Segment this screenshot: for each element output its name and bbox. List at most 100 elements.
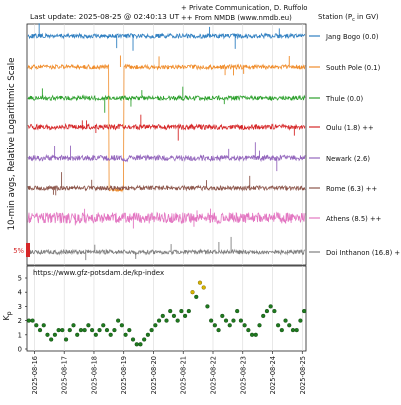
neutron-panel-frame	[26, 23, 307, 266]
x-tick-label: 2025-08-17	[61, 356, 69, 394]
kp-point	[290, 328, 296, 333]
kp-point	[242, 323, 247, 328]
kp-point	[179, 308, 184, 314]
kp-point	[127, 328, 132, 333]
legend-label: South Pole (0.1)	[326, 64, 381, 72]
kp-point	[149, 328, 154, 333]
kp-y-tick-label: 4	[18, 289, 22, 297]
kp-point	[112, 328, 117, 333]
x-tick-label: 2025-08-19	[120, 356, 128, 394]
kp-point	[60, 328, 65, 333]
legend-label: Newark (2.6)	[326, 155, 370, 163]
legend-label: Thule (0.0)	[325, 95, 363, 103]
neutron-y-axis-label: 10-min avgs, Relative Logarithmic Scale	[7, 58, 17, 231]
series-line-thule	[27, 94, 306, 102]
legend-label: Doi Inthanon (16.8) +	[326, 249, 400, 257]
kp-point	[86, 323, 91, 328]
kp-panel-grid	[34, 266, 303, 351]
kp-point	[123, 332, 128, 337]
kp-point	[190, 290, 195, 295]
kp-point	[183, 313, 188, 319]
kp-point	[294, 328, 299, 333]
kp-point	[75, 332, 80, 337]
kp-point	[45, 332, 50, 337]
kp-point	[231, 318, 236, 323]
kp-point	[171, 313, 177, 319]
legend-label: Athens (8.5) ++	[326, 215, 381, 223]
kp-point	[279, 328, 284, 333]
kp-point	[97, 328, 102, 333]
kp-point	[93, 332, 98, 337]
kp-point	[201, 285, 206, 290]
kp-point	[272, 308, 277, 314]
legend-label: Oulu (1.8) ++	[326, 124, 374, 132]
kp-point	[287, 323, 292, 328]
kp-point	[246, 328, 251, 333]
kp-point	[37, 328, 43, 333]
scale-bar-label: 5%	[13, 247, 24, 255]
series-line-athens	[27, 211, 306, 225]
kp-point	[302, 308, 307, 314]
kp-point	[223, 318, 229, 323]
kp-point	[156, 318, 162, 323]
kp-point	[41, 323, 46, 328]
kp-point	[56, 328, 61, 333]
kp-point	[220, 313, 225, 319]
kp-point	[116, 318, 121, 323]
x-tick-label: 2025-08-21	[180, 356, 188, 394]
kp-point	[153, 323, 158, 328]
neutron-series-group	[27, 23, 306, 261]
kp-point	[175, 318, 180, 323]
neutron-panel-grid	[34, 24, 303, 265]
kp-point	[52, 332, 57, 337]
kp-y-tick-label: 5	[18, 275, 22, 283]
kp-point	[205, 304, 210, 309]
kp-point	[164, 318, 169, 323]
kp-point	[227, 323, 232, 328]
kp-y-ticks: 0 1 2 3 4 5	[18, 275, 27, 354]
kp-point	[209, 318, 214, 323]
kp-point	[268, 304, 273, 309]
kp-point	[261, 313, 266, 319]
series-line-jang-bogo	[27, 32, 306, 40]
kp-point	[26, 318, 31, 323]
kp-point	[108, 332, 113, 337]
x-tick-label: 2025-08-23	[239, 356, 247, 394]
credit-nmdb: ++ From NMDB (www.nmdb.eu)	[181, 14, 292, 22]
kp-point	[104, 328, 110, 333]
x-tick-label: 2025-08-18	[90, 356, 98, 394]
kp-point	[78, 328, 84, 333]
kp-point	[82, 328, 87, 333]
kp-panel-frame	[26, 265, 307, 352]
kp-point	[194, 294, 199, 299]
kp-y-tick-label: 1	[18, 331, 22, 339]
kp-point	[253, 332, 258, 337]
kp-y-axis-label: Kp	[2, 311, 13, 320]
kp-source-annotation: https://www.gfz-potsdam.de/kp-index	[33, 269, 164, 277]
kp-point	[130, 337, 136, 342]
legend-label: Rome (6.3) ++	[326, 185, 377, 193]
kp-point	[298, 318, 303, 323]
legend-label: Jang Bogo (0.0)	[325, 33, 379, 41]
series-line-rome	[27, 184, 306, 192]
kp-point	[138, 342, 143, 347]
kp-point	[197, 280, 203, 285]
kp-point	[63, 337, 69, 342]
kp-point	[168, 308, 173, 314]
kp-point	[67, 328, 72, 333]
x-tick-label: 2025-08-16	[31, 356, 39, 394]
kp-point	[101, 323, 106, 328]
series-line-newark	[27, 153, 306, 163]
kp-y-tick-label: 2	[18, 317, 22, 325]
last-update-text: Last update: 2025-08-25 @ 02:40:13 UT	[30, 12, 180, 21]
kp-point	[89, 328, 95, 333]
series-line-oulu	[27, 122, 306, 131]
kp-point	[145, 332, 150, 337]
kp-y-tick-label: 0	[18, 346, 22, 354]
date-x-ticks: 2025-08-16 2025-08-17 2025-08-18 2025-08-19…	[31, 351, 307, 394]
kp-point	[238, 318, 243, 323]
kp-point	[119, 323, 124, 328]
kp-point	[235, 308, 240, 314]
x-tick-label: 2025-08-24	[269, 356, 277, 394]
